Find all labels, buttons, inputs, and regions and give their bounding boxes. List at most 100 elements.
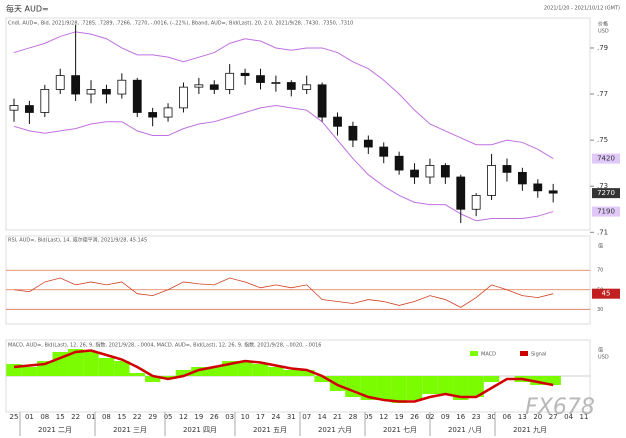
price-tag — [592, 153, 620, 164]
x-tick-label: 12 — [379, 413, 388, 421]
axis-label: 值 — [598, 243, 603, 250]
price-tag-label: 45 — [602, 290, 611, 298]
axis-label: 价格 — [598, 21, 608, 28]
macd-bar — [406, 376, 423, 400]
macd-bar — [144, 376, 161, 382]
macd-bar — [129, 373, 145, 376]
price-tag — [592, 288, 620, 299]
macd-bar — [114, 361, 130, 376]
x-tick-label: 08 — [102, 413, 111, 421]
candle-body — [40, 89, 50, 113]
x-tick-label: 05 — [164, 413, 173, 421]
x-tick-label: 27 — [549, 413, 558, 421]
macd-bar — [422, 376, 438, 394]
x-tick-label: 22 — [133, 413, 142, 421]
macd-bar — [206, 367, 222, 376]
candle-body — [86, 89, 96, 95]
x-tick-label: 04 — [564, 413, 573, 421]
x-tick-label: 15 — [117, 413, 126, 421]
candle-body — [487, 165, 496, 196]
x-tick-label: 08 — [40, 413, 49, 421]
candle-body — [333, 116, 342, 127]
x-tick-label: 03 — [225, 413, 234, 421]
candle-body — [471, 195, 481, 210]
x-tick-label: 28 — [348, 413, 357, 421]
x-tick-label: 30 — [487, 413, 496, 421]
candle-body — [363, 139, 373, 148]
candle-body — [286, 82, 296, 90]
price-tag — [592, 206, 620, 217]
x-tick-label: 06 — [503, 413, 512, 421]
candle-body — [440, 165, 450, 178]
macd-bar — [468, 376, 484, 397]
x-tick-label: 15 — [56, 413, 65, 421]
y-tick-label: .75 — [597, 136, 608, 144]
macd-bar — [98, 358, 115, 376]
macd-bar — [360, 376, 377, 400]
axis-label: USD — [598, 29, 609, 35]
month-label: 2021 九月 — [513, 425, 547, 434]
x-tick-label: 22 — [71, 413, 80, 421]
y-tick-label: 30 — [597, 307, 603, 313]
macd-bar — [530, 376, 546, 385]
macd-bar — [67, 349, 84, 376]
x-tick-label: 05 — [364, 413, 373, 421]
legend: RSI, AUD=, Bid(Last), 14, 威尔德平滑, 2021/9/… — [8, 237, 147, 244]
macd-bar — [237, 361, 253, 376]
x-tick-label: 26 — [410, 413, 419, 421]
x-tick-label: 29 — [148, 413, 157, 421]
x-tick-label: 16 — [456, 413, 465, 421]
x-tick-label: 01 — [87, 413, 96, 421]
x-tick-label: 01 — [25, 413, 34, 421]
candle-body — [9, 105, 19, 111]
price-tag — [592, 188, 620, 199]
legend-label: Signal — [531, 352, 546, 358]
candle-body — [55, 75, 65, 90]
axis-label: 值 — [598, 347, 603, 354]
macd-bar — [437, 376, 454, 394]
y-tick-label: .79 — [597, 44, 608, 52]
macd-bar — [391, 376, 407, 403]
price-panel — [5, 17, 591, 231]
candle-body — [148, 112, 158, 118]
candle-body — [117, 79, 127, 95]
legend-swatch — [470, 351, 478, 356]
x-tick-label: 19 — [194, 413, 203, 421]
candle-body — [163, 107, 173, 118]
month-label: 2021 三月 — [113, 426, 147, 434]
candle-body — [348, 125, 358, 141]
y-tick-label: .77 — [597, 90, 608, 98]
month-label: 2021 八月 — [448, 426, 482, 434]
legend: Cndl, AUD=, Bid, 2021/9/28, .7285, .7289… — [8, 21, 353, 27]
candle-body — [102, 89, 111, 95]
y-tick-label: .71 — [597, 228, 608, 236]
candle-body — [302, 84, 312, 90]
month-label: 2021 五月 — [253, 426, 287, 434]
macd-bar — [160, 376, 176, 379]
x-tick-label: 17 — [256, 413, 265, 421]
legend-swatch — [520, 351, 528, 356]
candle-body — [410, 169, 419, 178]
candle-body — [225, 72, 235, 90]
y-tick-label: 70 — [597, 268, 603, 274]
macd-bar — [52, 352, 68, 376]
macd-bar — [191, 367, 207, 376]
x-tick-label: 14 — [318, 413, 327, 421]
month-label: 2021 七月 — [383, 425, 417, 434]
x-tick-label: 07 — [302, 413, 311, 421]
price-tag-label: 7420 — [597, 155, 615, 163]
signal-line — [13, 349, 554, 403]
x-tick-label: 12 — [179, 413, 188, 421]
x-tick-label: 10 — [241, 413, 250, 421]
candle-body — [194, 84, 204, 88]
watermark: FX678 — [525, 395, 595, 420]
macd-bar — [453, 376, 469, 400]
candle-body — [379, 146, 389, 157]
x-tick-label: 20 — [533, 413, 542, 421]
candle-body — [240, 72, 250, 77]
macd-bar — [299, 370, 315, 376]
rsi-panel — [5, 235, 591, 325]
macd-bar — [252, 364, 269, 376]
candle-body — [533, 183, 543, 192]
macd-bar — [483, 376, 500, 382]
